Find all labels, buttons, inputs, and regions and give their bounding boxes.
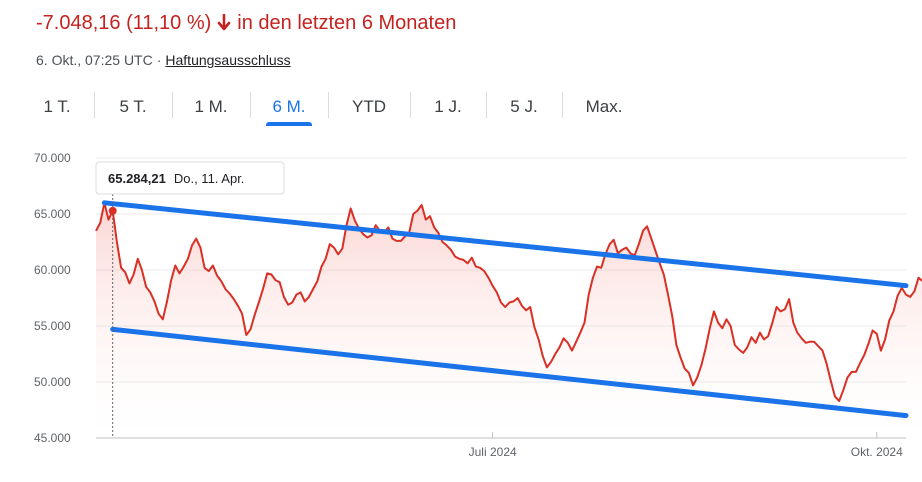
period-text: in den letzten 6 Monaten [237, 11, 457, 34]
tab-label: 1 T. [43, 97, 71, 116]
hover-indicator [108, 194, 117, 438]
trend-lines [101, 200, 909, 419]
trend-line [101, 200, 909, 289]
y-tick-label: 70.000 [34, 151, 71, 165]
change-value: -7.048,16 (11,10 %) [36, 11, 212, 34]
tab-1-year[interactable]: 1 J. [410, 86, 486, 128]
y-tick-label: 65.000 [34, 207, 71, 221]
area-path [96, 202, 922, 438]
tab-5-years[interactable]: 5 J. [486, 86, 562, 128]
tab-5-days[interactable]: 5 T. [94, 86, 172, 128]
tab-1-month[interactable]: 1 M. [172, 86, 250, 128]
price-change-headline: -7.048,16 (11,10 %) in den letzten 6 Mon… [36, 8, 456, 38]
price-line [95, 201, 922, 402]
tooltip: 65.284,21 Do., 11. Apr. [95, 161, 285, 195]
price-chart[interactable]: 70.000 65.000 60.000 55.000 50.000 45.000 Juli… [0, 142, 922, 482]
range-tabs: 1 T. 5 T. 1 M. 6 M. YTD 1 J. 5 J. Max. [20, 86, 646, 128]
timestamp: 6. Okt., 07:25 UTC [36, 52, 153, 68]
tab-ytd[interactable]: YTD [328, 86, 410, 128]
tab-label: 1 M. [194, 97, 228, 116]
y-tick-label: 50.000 [34, 375, 71, 389]
chart-canvas[interactable]: 70.000 65.000 60.000 55.000 50.000 45.000 Juli… [0, 142, 922, 482]
y-tick-label: 45.000 [34, 431, 71, 445]
trend-line [110, 326, 909, 419]
tab-max[interactable]: Max. [562, 86, 646, 128]
disclaimer-link[interactable]: Haftungsausschluss [165, 52, 291, 68]
tab-label: 5 T. [119, 97, 147, 116]
tooltip-value: 65.284,21 [108, 171, 166, 186]
y-tick-label: 60.000 [34, 263, 71, 277]
y-tick-label: 55.000 [34, 319, 71, 333]
price-series [95, 201, 922, 402]
tab-label: 5 J. [510, 97, 538, 116]
tab-6-months[interactable]: 6 M. [250, 86, 328, 128]
separator: · [156, 52, 162, 68]
hover-point [108, 206, 117, 215]
x-tick-label: Juli 2024 [469, 445, 517, 459]
tooltip-text: 65.284,21 Do., 11. Apr. [108, 171, 244, 186]
tooltip-date: Do., 11. Apr. [174, 171, 245, 186]
tab-1-day[interactable]: 1 T. [20, 86, 94, 128]
tab-label: YTD [352, 97, 386, 116]
arrow-down-icon [217, 14, 231, 31]
timestamp-line: 6. Okt., 07:25 UTC · Haftungsausschluss [36, 52, 291, 68]
tab-label: Max. [585, 97, 623, 116]
x-tick-label: Okt. 2024 [851, 445, 903, 459]
area-fill [96, 202, 922, 438]
tab-label: 1 J. [434, 97, 462, 116]
tab-label: 6 M. [272, 97, 306, 116]
